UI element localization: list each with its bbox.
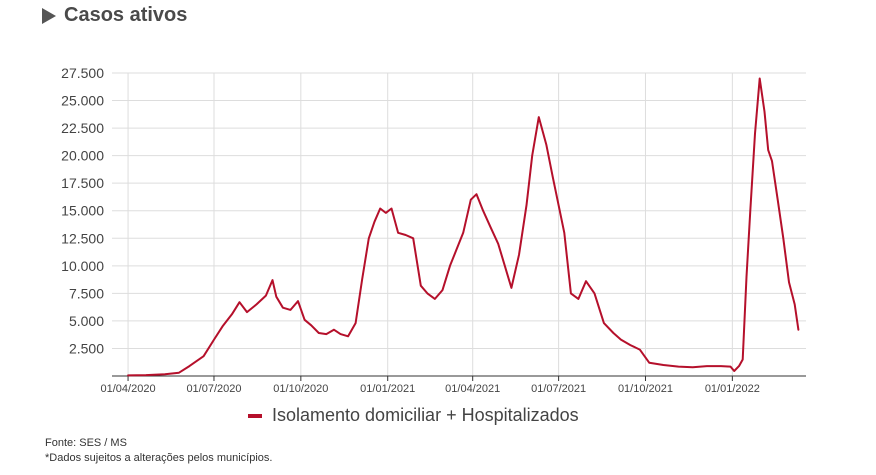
y-tick-label: 17.500 bbox=[61, 175, 104, 191]
source-note: Fonte: SES / MS bbox=[45, 437, 127, 449]
y-tick-label: 25.000 bbox=[61, 93, 104, 109]
y-tick-label: 2.500 bbox=[69, 340, 104, 356]
x-tick-label: 01/01/2022 bbox=[705, 383, 760, 395]
legend-swatch bbox=[248, 413, 262, 418]
chart-title: Casos ativos bbox=[64, 4, 188, 26]
y-tick-label: 12.500 bbox=[61, 230, 104, 246]
series-line bbox=[127, 77, 800, 377]
x-tick-label: 01/01/2021 bbox=[360, 383, 415, 395]
title-row: Casos ativos bbox=[42, 4, 187, 27]
legend: Isolamento domiciliar + Hospitalizados bbox=[248, 405, 579, 426]
y-tick-label: 20.000 bbox=[61, 148, 104, 164]
y-tick-label: 22.500 bbox=[61, 120, 104, 136]
x-tick-label: 01/04/2020 bbox=[101, 383, 156, 395]
x-tick-label: 01/07/2021 bbox=[531, 383, 586, 395]
y-tick-label: 15.000 bbox=[61, 203, 104, 219]
x-tick-label: 01/10/2020 bbox=[273, 383, 328, 395]
y-tick-label: 10.000 bbox=[61, 258, 104, 274]
x-tick-label: 01/07/2020 bbox=[186, 383, 241, 395]
x-tick-label: 01/04/2021 bbox=[445, 383, 500, 395]
legend-label: Isolamento domiciliar + Hospitalizados bbox=[272, 405, 579, 425]
footer: Fonte: SES / MS *Dados sujeitos a altera… bbox=[45, 436, 272, 466]
play-triangle-icon bbox=[42, 7, 56, 24]
disclaimer-note: *Dados sujeitos a alterações pelos munic… bbox=[45, 452, 273, 464]
y-tick-label: 27.500 bbox=[61, 65, 104, 81]
x-tick-label: 01/10/2021 bbox=[618, 383, 673, 395]
y-tick-label: 5.000 bbox=[69, 313, 104, 329]
y-tick-label: 7.500 bbox=[69, 285, 104, 301]
